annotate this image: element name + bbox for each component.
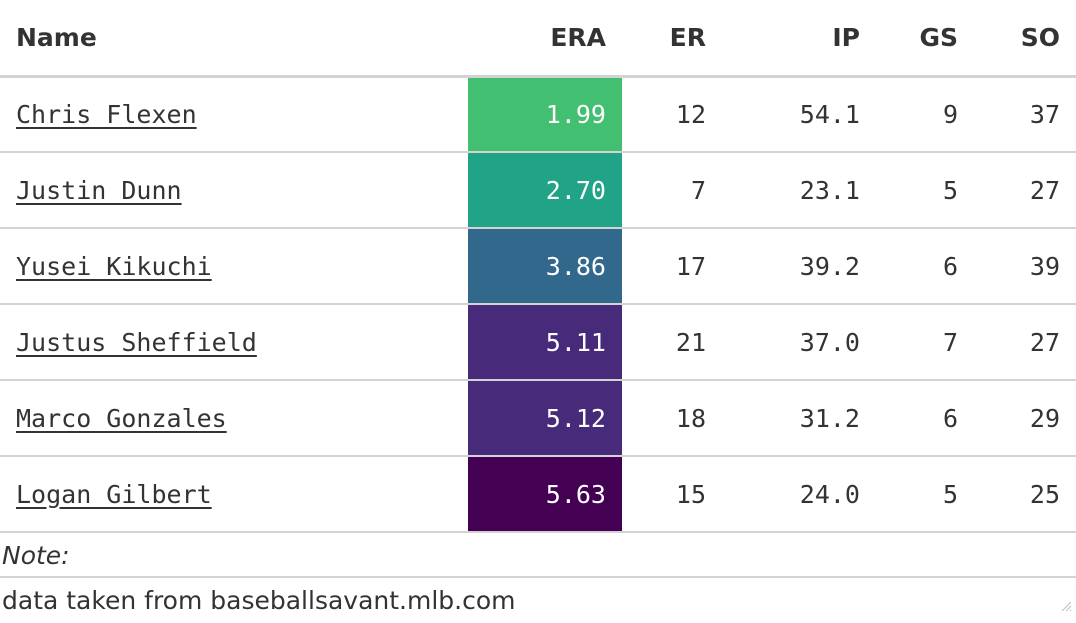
er-cell: 15 bbox=[622, 456, 722, 533]
player-name-cell: Yusei Kikuchi bbox=[0, 228, 468, 305]
stats-table-wrapper: Name ERA ER IP GS SO Chris Flexen 1.99 12 5… bbox=[0, 0, 1076, 533]
table-row: Justus Sheffield 5.11 21 37.0 7 27 bbox=[0, 304, 1076, 381]
player-name-link[interactable]: Yusei Kikuchi bbox=[16, 251, 212, 281]
er-cell: 21 bbox=[622, 304, 722, 381]
so-cell: 39 bbox=[974, 228, 1076, 305]
ip-cell: 31.2 bbox=[722, 380, 876, 457]
gs-cell: 9 bbox=[876, 76, 974, 153]
ip-cell: 24.0 bbox=[722, 456, 876, 533]
er-cell: 18 bbox=[622, 380, 722, 457]
ip-cell: 54.1 bbox=[722, 76, 876, 153]
table-row: Chris Flexen 1.99 12 54.1 9 37 bbox=[0, 76, 1076, 153]
so-cell: 37 bbox=[974, 76, 1076, 153]
ip-cell: 39.2 bbox=[722, 228, 876, 305]
column-header-name: Name bbox=[0, 0, 468, 78]
table-row: Yusei Kikuchi 3.86 17 39.2 6 39 bbox=[0, 228, 1076, 305]
header-row: Name ERA ER IP GS SO bbox=[0, 0, 1076, 78]
player-name-cell: Justus Sheffield bbox=[0, 304, 468, 381]
footnote-label: Note: bbox=[0, 534, 1076, 578]
table-row: Marco Gonzales 5.12 18 31.2 6 29 bbox=[0, 380, 1076, 457]
era-cell: 3.86 bbox=[468, 228, 622, 305]
pitching-stats-table: Name ERA ER IP GS SO Chris Flexen 1.99 12 5… bbox=[0, 0, 1076, 533]
player-name-cell: Chris Flexen bbox=[0, 76, 468, 153]
table-row: Logan Gilbert 5.63 15 24.0 5 25 bbox=[0, 456, 1076, 533]
player-name-link[interactable]: Justus Sheffield bbox=[16, 327, 257, 357]
player-name-cell: Marco Gonzales bbox=[0, 380, 468, 457]
gs-cell: 6 bbox=[876, 228, 974, 305]
column-header-era: ERA bbox=[468, 0, 622, 78]
column-header-ip: IP bbox=[722, 0, 876, 78]
ip-cell: 37.0 bbox=[722, 304, 876, 381]
player-name-cell: Logan Gilbert bbox=[0, 456, 468, 533]
player-name-link[interactable]: Chris Flexen bbox=[16, 99, 197, 129]
gs-cell: 7 bbox=[876, 304, 974, 381]
so-cell: 25 bbox=[974, 456, 1076, 533]
player-name-link[interactable]: Marco Gonzales bbox=[16, 403, 227, 433]
era-cell: 1.99 bbox=[468, 76, 622, 153]
era-cell: 2.70 bbox=[468, 152, 622, 229]
table-body: Chris Flexen 1.99 12 54.1 9 37 Justin Dunn 2.70… bbox=[0, 76, 1076, 533]
resize-grip-icon[interactable] bbox=[1060, 600, 1072, 612]
player-name-cell: Justin Dunn bbox=[0, 152, 468, 229]
footnote-source: data taken from baseballsavant.mlb.com bbox=[2, 586, 516, 615]
so-cell: 27 bbox=[974, 304, 1076, 381]
er-cell: 17 bbox=[622, 228, 722, 305]
gs-cell: 6 bbox=[876, 380, 974, 457]
ip-cell: 23.1 bbox=[722, 152, 876, 229]
so-cell: 29 bbox=[974, 380, 1076, 457]
so-cell: 27 bbox=[974, 152, 1076, 229]
table-row: Justin Dunn 2.70 7 23.1 5 27 bbox=[0, 152, 1076, 229]
er-cell: 7 bbox=[622, 152, 722, 229]
column-header-so: SO bbox=[974, 0, 1076, 78]
player-name-link[interactable]: Justin Dunn bbox=[16, 175, 182, 205]
gs-cell: 5 bbox=[876, 152, 974, 229]
era-cell: 5.11 bbox=[468, 304, 622, 381]
column-header-er: ER bbox=[622, 0, 722, 78]
era-cell: 5.63 bbox=[468, 456, 622, 533]
gs-cell: 5 bbox=[876, 456, 974, 533]
era-cell: 5.12 bbox=[468, 380, 622, 457]
er-cell: 12 bbox=[622, 76, 722, 153]
player-name-link[interactable]: Logan Gilbert bbox=[16, 479, 212, 509]
column-header-gs: GS bbox=[876, 0, 974, 78]
